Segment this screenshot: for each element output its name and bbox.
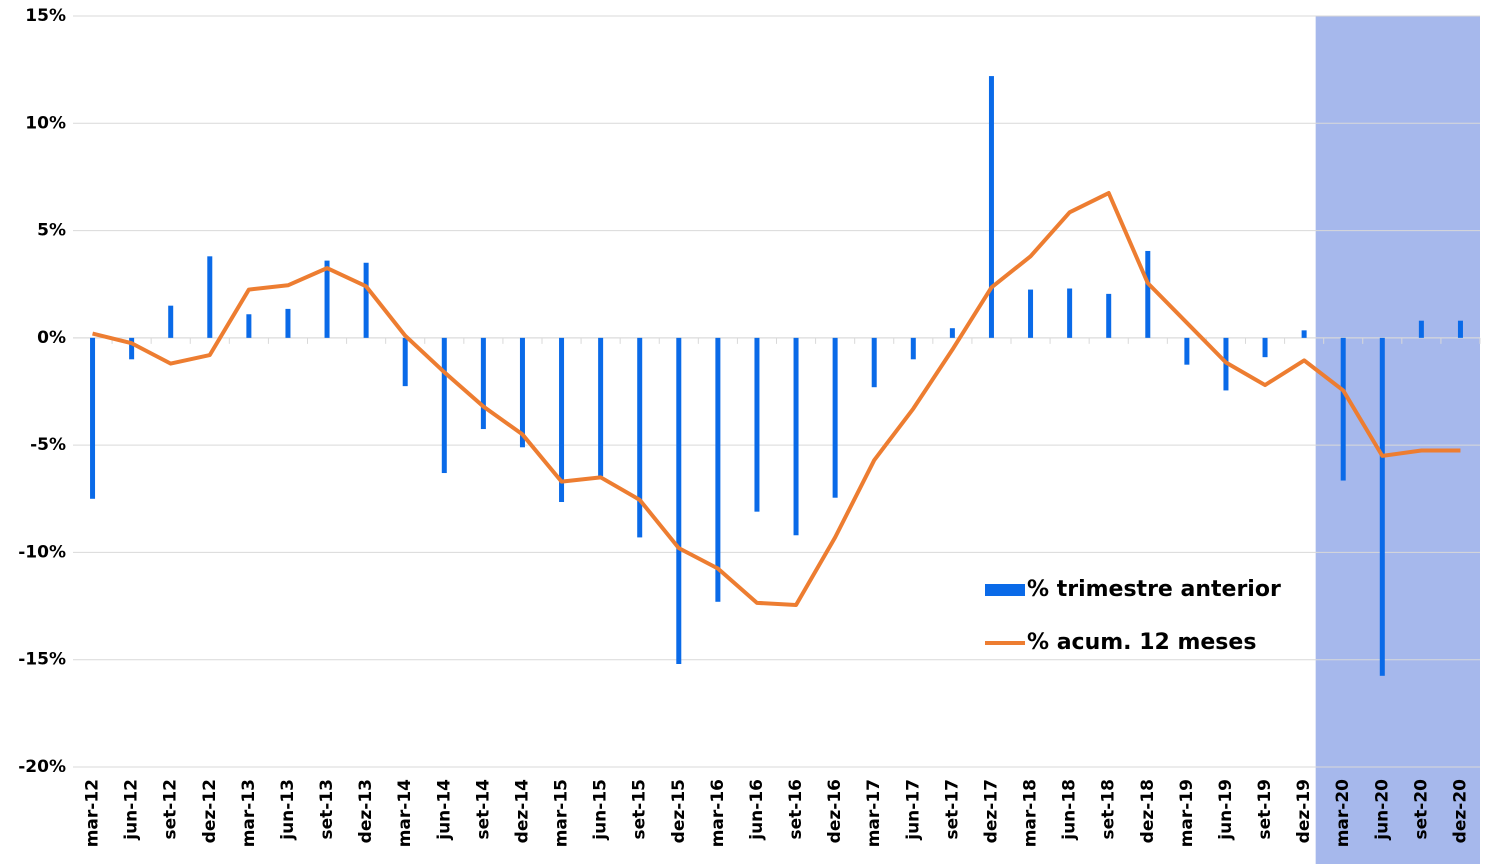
bar <box>1457 320 1463 338</box>
legend-label: % trimestre anterior <box>1027 577 1281 602</box>
bar <box>207 256 213 338</box>
x-tick-label: jun-12 <box>122 779 142 841</box>
line <box>92 191 1461 607</box>
x-tick-label: dez-15 <box>669 779 689 843</box>
x-tick-label: set-14 <box>473 779 493 840</box>
x-tick-label: mar-13 <box>239 779 259 847</box>
y-tick-label: 10% <box>25 113 66 133</box>
bar <box>949 328 955 338</box>
bar <box>676 337 682 665</box>
bar <box>1106 293 1112 338</box>
bar <box>285 308 291 338</box>
bar <box>715 337 721 602</box>
x-tick-label: dez-12 <box>200 779 220 843</box>
x-tick-label: mar-17 <box>864 779 884 847</box>
x-tick-label: set-19 <box>1255 779 1275 840</box>
x-tick-label: mar-20 <box>1333 779 1353 847</box>
x-tick-label: mar-19 <box>1177 779 1197 847</box>
x-tick-label: set-15 <box>630 779 650 840</box>
bar <box>871 337 877 388</box>
x-tick-label: dez-18 <box>1138 779 1158 843</box>
bar <box>1067 288 1073 338</box>
bar <box>129 337 135 360</box>
bar <box>402 337 408 387</box>
x-tick-label: dez-14 <box>512 779 532 843</box>
x-tick-label: dez-16 <box>825 779 845 843</box>
y-tick-label: -5% <box>30 435 66 455</box>
x-tick-label: dez-19 <box>1294 779 1314 843</box>
y-tick-label: -20% <box>18 757 66 777</box>
y-tick-label: 5% <box>37 221 66 241</box>
bar <box>1184 337 1190 365</box>
x-tick-label: mar-15 <box>552 779 572 847</box>
bar <box>754 337 760 512</box>
bar <box>480 337 486 430</box>
legend-swatch <box>985 584 1025 596</box>
highlight-region <box>1315 16 1480 864</box>
x-tick-label: jun-19 <box>1216 779 1236 841</box>
bar <box>1418 320 1424 338</box>
x-tick-label: jun-20 <box>1372 779 1392 841</box>
bar <box>559 337 565 503</box>
bar <box>1301 330 1307 338</box>
x-tick-label: set-12 <box>161 779 181 840</box>
x-tick-label: dez-17 <box>981 779 1001 843</box>
y-tick-label: 0% <box>37 328 66 348</box>
y-tick-label: -15% <box>18 650 66 670</box>
x-tick-label: set-18 <box>1099 779 1119 840</box>
x-tick-label: jun-14 <box>434 779 454 841</box>
bar <box>1262 337 1268 358</box>
x-tick-label: mar-18 <box>1021 779 1041 847</box>
bar <box>637 337 643 538</box>
x-tick-label: dez-20 <box>1450 779 1470 843</box>
x-tick-label: set-13 <box>317 779 337 840</box>
bar <box>168 305 174 338</box>
bar <box>246 314 252 338</box>
bar <box>519 337 525 448</box>
x-tick-label: jun-18 <box>1060 779 1080 841</box>
x-tick-label: mar-16 <box>708 779 728 847</box>
bar <box>324 260 330 338</box>
bar <box>988 76 994 338</box>
legend-label: % acum. 12 meses <box>1027 630 1256 655</box>
bar <box>598 337 604 477</box>
bar <box>910 337 916 360</box>
legend: % trimestre anterior % acum. 12 meses <box>985 577 1281 655</box>
bar <box>1340 337 1346 481</box>
x-tick-label: jun-13 <box>278 779 298 841</box>
bar <box>832 337 838 498</box>
x-tick-label: jun-16 <box>747 779 767 841</box>
x-tick-label: dez-13 <box>356 779 376 843</box>
bar <box>1379 337 1385 676</box>
bar <box>90 337 96 499</box>
x-tick-label: set-16 <box>786 779 806 840</box>
x-tick-label: jun-15 <box>591 779 611 841</box>
y-tick-label: -10% <box>18 542 66 562</box>
x-tick-label: jun-17 <box>903 779 923 841</box>
bar <box>441 337 447 474</box>
bar <box>1028 289 1034 338</box>
x-tick-label: mar-14 <box>395 779 415 847</box>
x-tick-label: set-17 <box>942 779 962 840</box>
x-tick-label: set-20 <box>1411 779 1431 840</box>
bar <box>793 337 799 536</box>
x-tick-label: mar-12 <box>83 779 103 847</box>
bar <box>363 262 369 338</box>
bar <box>1145 250 1151 338</box>
y-tick-label: 15% <box>25 6 66 26</box>
